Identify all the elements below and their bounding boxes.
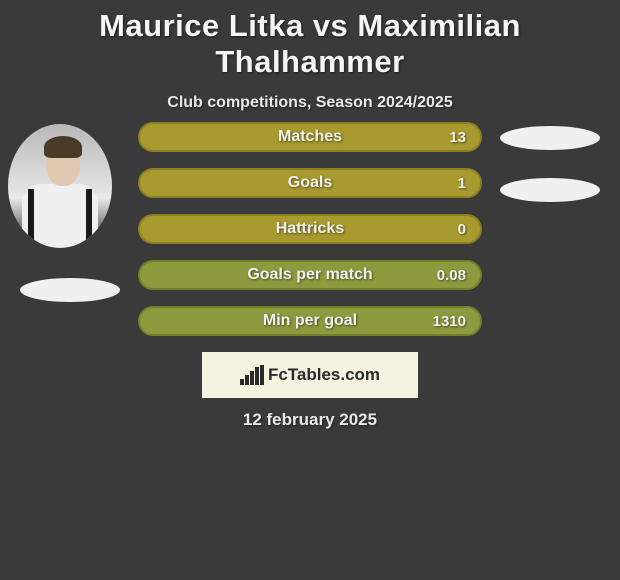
stat-bar-hattricks: Hattricks 0: [138, 214, 482, 244]
stats-container: Matches 13 Goals 1 Hattricks 0 Goals per…: [138, 122, 482, 352]
comparison-subtitle: Club competitions, Season 2024/2025: [0, 94, 620, 112]
stat-bar-goals: Goals 1: [138, 168, 482, 198]
stat-label: Matches: [278, 128, 342, 146]
brand-box: FcTables.com: [202, 352, 418, 398]
stat-label: Goals: [288, 174, 332, 192]
bar-chart-icon: [240, 365, 264, 385]
snapshot-date: 12 february 2025: [0, 410, 620, 430]
brand-text: FcTables.com: [268, 365, 380, 385]
stat-label: Goals per match: [247, 266, 372, 284]
stat-value: 0: [458, 221, 466, 238]
player1-placeholder-ellipse: [20, 278, 120, 302]
stat-label: Min per goal: [263, 312, 357, 330]
avatar-hair: [44, 136, 82, 158]
stat-value: 0.08: [437, 267, 466, 284]
stat-value: 1310: [433, 313, 466, 330]
player2-placeholder-ellipse: [500, 178, 600, 202]
stat-value: 13: [449, 129, 466, 146]
stat-bar-goals-per-match: Goals per match 0.08: [138, 260, 482, 290]
player1-avatar: [8, 124, 112, 248]
player2-placeholder-ellipse: [500, 126, 600, 150]
avatar-stripe: [28, 189, 34, 248]
avatar-stripe: [86, 189, 92, 248]
stat-label: Hattricks: [276, 220, 344, 238]
stat-value: 1: [458, 175, 466, 192]
stat-bar-matches: Matches 13: [138, 122, 482, 152]
stat-bar-min-per-goal: Min per goal 1310: [138, 306, 482, 336]
comparison-title: Maurice Litka vs Maximilian Thalhammer: [0, 0, 620, 80]
